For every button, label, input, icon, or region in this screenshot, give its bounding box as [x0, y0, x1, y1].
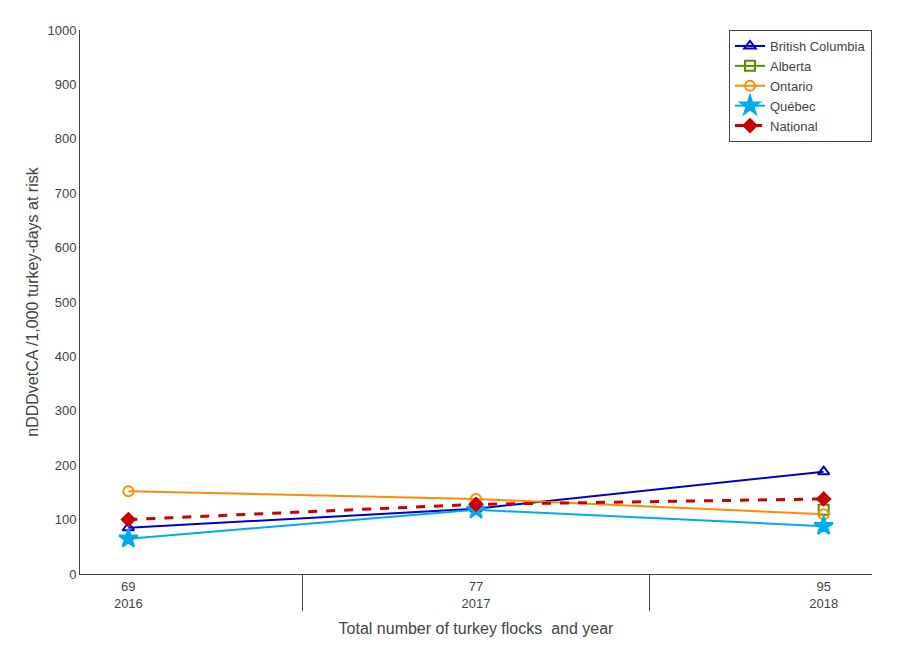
- svg-text:Total number of turkey flocks: Total number of turkey flocks and year: [339, 620, 614, 637]
- svg-text:1000: 1000: [47, 23, 76, 38]
- svg-text:400: 400: [55, 349, 77, 364]
- svg-text:British Columbia: British Columbia: [770, 39, 865, 54]
- svg-text:Québec: Québec: [770, 99, 816, 114]
- svg-text:2018: 2018: [809, 596, 838, 611]
- svg-text:600: 600: [55, 240, 77, 255]
- svg-text:69: 69: [121, 579, 135, 594]
- svg-text:2017: 2017: [462, 596, 491, 611]
- svg-text:900: 900: [55, 77, 77, 92]
- svg-text:nDDDvetCA /1,000 turkey-days a: nDDDvetCA /1,000 turkey-days at risk: [24, 166, 41, 436]
- svg-text:500: 500: [55, 295, 77, 310]
- svg-text:200: 200: [55, 458, 77, 473]
- svg-text:2016: 2016: [114, 596, 143, 611]
- svg-text:Ontario: Ontario: [770, 79, 813, 94]
- svg-text:100: 100: [55, 512, 77, 527]
- svg-text:95: 95: [816, 579, 830, 594]
- svg-text:0: 0: [69, 567, 76, 582]
- svg-text:Alberta: Alberta: [770, 59, 812, 74]
- svg-text:700: 700: [55, 186, 77, 201]
- svg-text:300: 300: [55, 403, 77, 418]
- svg-text:800: 800: [55, 131, 77, 146]
- svg-text:National: National: [770, 119, 818, 134]
- svg-text:77: 77: [469, 579, 483, 594]
